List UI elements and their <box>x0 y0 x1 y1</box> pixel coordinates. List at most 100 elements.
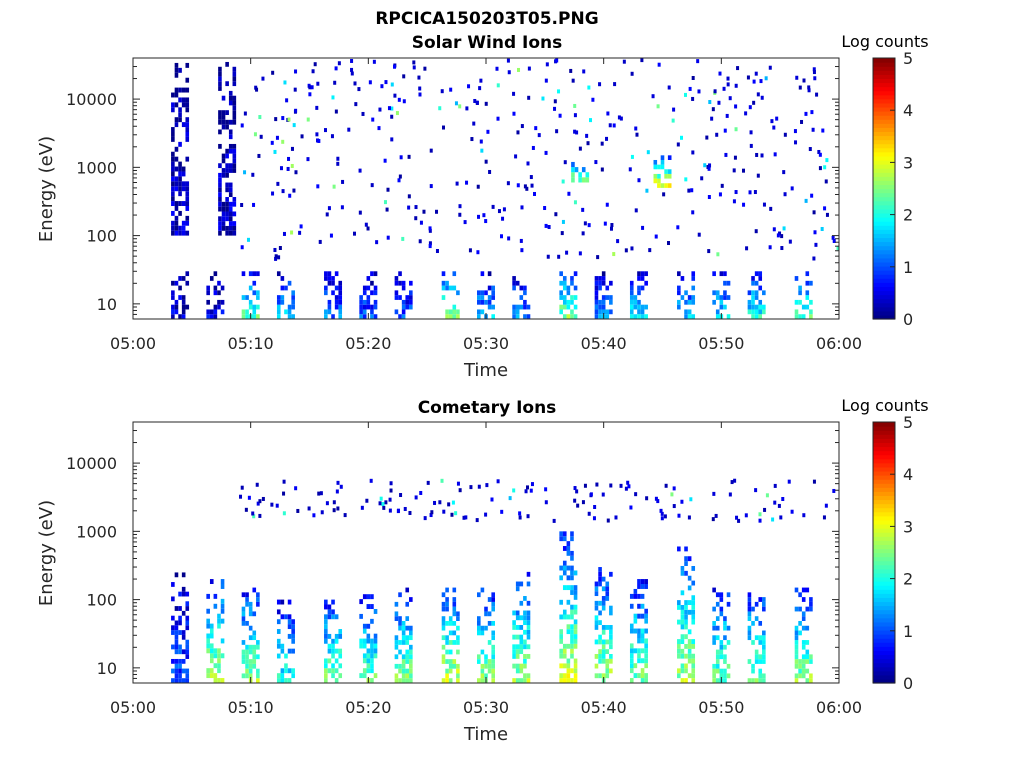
heatmap-cell <box>594 295 599 300</box>
heatmap-cell <box>801 304 806 310</box>
count-dot <box>385 207 389 212</box>
heatmap-cell <box>362 290 367 296</box>
heatmap-cell <box>324 619 328 625</box>
heatmap-cell <box>515 625 520 630</box>
heatmap-cell <box>562 285 567 291</box>
heatmap-cell <box>171 161 175 167</box>
count-dot <box>689 497 693 502</box>
colorbar-segment <box>873 511 895 517</box>
heatmap-cell <box>758 635 763 641</box>
heatmap-cell <box>401 299 406 305</box>
count-dot <box>334 109 338 114</box>
heatmap-cell <box>209 673 214 679</box>
heatmap-cell <box>445 280 449 286</box>
heatmap-cell <box>667 155 672 160</box>
heatmap-cell <box>445 649 449 655</box>
heatmap-cell <box>334 285 339 291</box>
heatmap-cell <box>680 624 685 630</box>
heatmap-cell <box>324 638 328 644</box>
heatmap-cell <box>218 221 222 226</box>
count-dot <box>573 129 577 134</box>
heatmap-cell <box>680 570 685 576</box>
heatmap-cell <box>276 629 281 634</box>
heatmap-cell <box>181 295 186 300</box>
count-dot <box>451 500 455 505</box>
count-dot <box>711 517 715 522</box>
count-dot <box>418 86 422 91</box>
colorbar-tick-label: 4 <box>903 101 913 120</box>
count-dot <box>526 514 530 519</box>
heatmap-cell <box>171 210 175 216</box>
heatmap-cell <box>334 668 339 674</box>
cometary-colorbar-title: Log counts <box>841 396 928 415</box>
heatmap-cell <box>327 604 332 610</box>
heatmap-cell <box>221 110 226 116</box>
heatmap-cell <box>515 649 520 655</box>
count-dot <box>600 167 604 172</box>
heatmap-cell <box>562 648 567 654</box>
heatmap-cell <box>213 663 218 669</box>
heatmap-cell <box>559 634 563 639</box>
heatmap-cell <box>566 599 571 605</box>
heatmap-cell <box>762 290 766 296</box>
heatmap-cell <box>370 604 374 609</box>
heatmap-cell <box>456 290 460 296</box>
heatmap-cell <box>241 271 246 277</box>
heatmap-cell <box>221 95 226 101</box>
heatmap-cell <box>805 587 810 593</box>
count-dot <box>780 234 784 239</box>
count-dot <box>775 116 779 121</box>
colorbar-segment <box>873 257 895 263</box>
count-dot <box>573 486 577 491</box>
heatmap-cell <box>185 606 190 611</box>
count-dot <box>518 511 522 516</box>
count-dot <box>734 83 738 88</box>
heatmap-cell <box>327 271 332 277</box>
heatmap-cell <box>324 678 328 683</box>
count-dot <box>707 166 711 171</box>
heatmap-cell <box>405 304 410 310</box>
heatmap-cell <box>573 609 578 615</box>
heatmap-cell <box>691 285 696 291</box>
heatmap-cell <box>225 110 229 116</box>
colorbar-segment <box>873 434 895 439</box>
heatmap-cell <box>185 639 190 645</box>
heatmap-cell <box>758 659 763 664</box>
heatmap-cell <box>598 299 602 305</box>
heatmap-cell <box>366 663 371 669</box>
heatmap-cell <box>217 678 221 683</box>
count-dot <box>544 78 548 83</box>
heatmap-cell <box>758 654 763 660</box>
count-dot <box>714 513 718 518</box>
count-dot <box>769 206 773 211</box>
count-dot <box>350 58 354 63</box>
count-dot <box>243 170 247 175</box>
heatmap-cell <box>687 299 692 305</box>
heatmap-cell <box>491 673 495 679</box>
count-dot <box>240 245 244 250</box>
heatmap-cell <box>394 640 399 645</box>
count-dot <box>525 186 529 191</box>
heatmap-cell <box>171 309 175 315</box>
heatmap-cell <box>691 299 696 305</box>
count-dot <box>330 134 334 139</box>
heatmap-cell <box>359 299 363 305</box>
heatmap-cell <box>362 643 367 649</box>
heatmap-cell <box>185 591 190 597</box>
heatmap-cell <box>276 619 281 625</box>
heatmap-cell <box>373 633 378 639</box>
heatmap-cell <box>512 634 516 640</box>
count-dot <box>335 489 339 494</box>
heatmap-cell <box>747 309 752 315</box>
count-dot <box>783 132 787 137</box>
count-dot <box>422 209 426 214</box>
heatmap-cell <box>206 623 210 629</box>
heatmap-cell <box>477 616 481 621</box>
heatmap-cell <box>398 620 402 626</box>
heatmap-cell <box>217 299 221 305</box>
count-dot <box>818 166 822 171</box>
heatmap-cell <box>640 271 645 277</box>
heatmap-cell <box>181 649 186 655</box>
heatmap-cell <box>687 653 692 659</box>
heatmap-cell <box>794 673 799 679</box>
